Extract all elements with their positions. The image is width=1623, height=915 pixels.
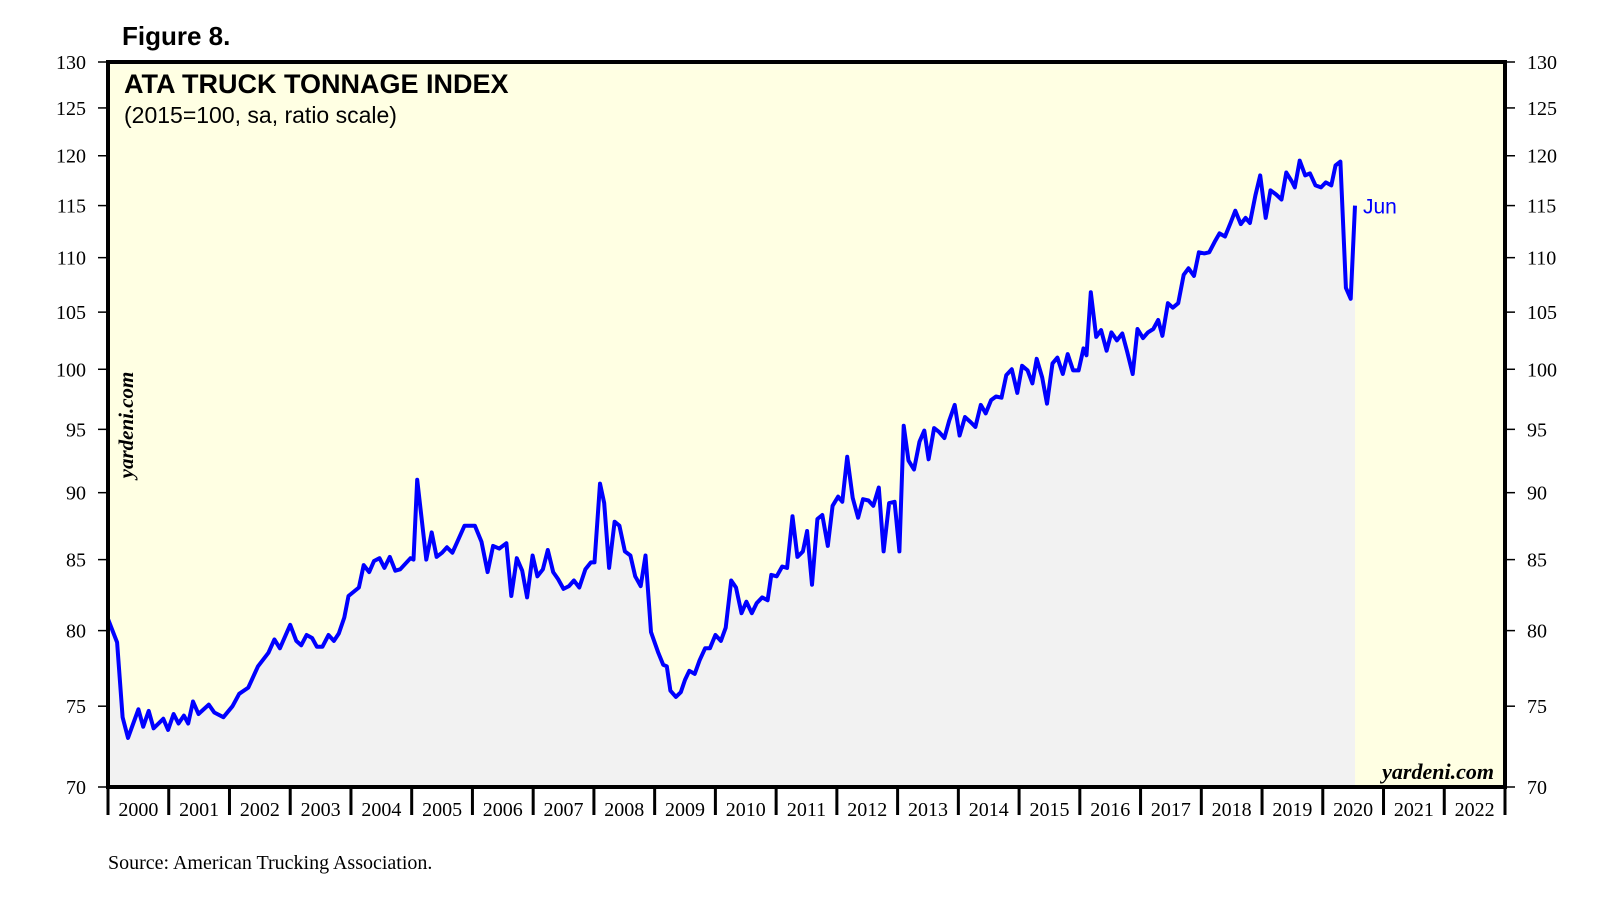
x-tick-label: 2003 [301, 799, 341, 821]
y-tick-label-right: 125 [1527, 98, 1557, 120]
y-tick-label-left: 90 [66, 483, 86, 505]
y-tick-label-left: 115 [57, 196, 86, 218]
x-tick-label: 2022 [1455, 799, 1495, 821]
x-tick-label: 2005 [422, 799, 462, 821]
x-tick-label: 2020 [1333, 799, 1373, 821]
y-tick-label-left: 130 [56, 52, 86, 74]
x-tick-label: 2000 [118, 799, 158, 821]
plot-frame [106, 60, 1507, 789]
y-tick-label-left: 95 [66, 419, 86, 441]
watermark-corner: yardeni.com [1379, 759, 1494, 784]
y-tick-label-left: 120 [56, 146, 86, 168]
x-tick-label: 2012 [847, 799, 887, 821]
x-tick-label: 2017 [1151, 799, 1191, 821]
x-axis: 2000 2001 2002 2003 2004 2005 2006 2007 2008 2009… [106, 787, 1507, 821]
chart-subtitle: (2015=100, sa, ratio scale) [124, 102, 397, 128]
x-tick-label: 2007 [544, 799, 584, 821]
x-tick-label: 2014 [969, 799, 1009, 821]
y-tick-label-left: 75 [66, 696, 86, 718]
y-tick-label-right: 110 [1527, 248, 1556, 270]
y-tick-label-right: 115 [1527, 196, 1556, 218]
x-tick-label: 2006 [483, 799, 523, 821]
last-point-label: Jun [1363, 196, 1397, 219]
y-tick-label-left: 105 [56, 302, 86, 324]
y-tick-label-right: 100 [1527, 359, 1557, 381]
figure-label: Figure 8. [122, 21, 230, 51]
y-tick-label-right: 130 [1527, 52, 1557, 74]
x-tick-label: 2011 [787, 799, 826, 821]
y-tick-label-right: 80 [1527, 621, 1547, 643]
y-tick-label-right: 85 [1527, 550, 1547, 572]
y-tick-label-right: 75 [1527, 696, 1547, 718]
source-note: Source: American Trucking Association. [108, 852, 432, 874]
x-tick-label: 2019 [1272, 799, 1312, 821]
y-tick-label-left: 110 [57, 248, 86, 270]
x-tick-label: 2010 [726, 799, 766, 821]
x-tick-label: 2021 [1394, 799, 1434, 821]
chart-title: ATA TRUCK TONNAGE INDEX [124, 69, 509, 99]
x-tick-label: 2004 [361, 799, 401, 821]
x-tick-label: 2013 [908, 799, 948, 821]
x-tick-label: 2016 [1090, 799, 1130, 821]
y-tick-label-right: 90 [1527, 483, 1547, 505]
x-tick-label: 2015 [1029, 799, 1069, 821]
x-tick-label: 2018 [1212, 799, 1252, 821]
y-tick-label-right: 105 [1527, 302, 1557, 324]
y-tick-label-left: 70 [66, 777, 86, 799]
y-tick-label-right: 70 [1527, 777, 1547, 799]
y-tick-label-left: 80 [66, 621, 86, 643]
y-tick-label-left: 100 [56, 359, 86, 381]
y-tick-label-left: 125 [56, 98, 86, 120]
x-tick-label: 2002 [240, 799, 280, 821]
series-line [106, 158, 1357, 740]
y-tick-label-right: 95 [1527, 419, 1547, 441]
x-tick-label: 2001 [179, 799, 219, 821]
x-tick-label: 2008 [604, 799, 644, 821]
y-axes: 70 70 75 75 80 80 85 85 90 90 95 95 100 100 105 105 110 1… [56, 52, 1557, 799]
x-tick-label: 2009 [665, 799, 705, 821]
y-tick-label-right: 120 [1527, 146, 1557, 168]
watermark-vertical: yardeni.com [114, 372, 138, 482]
y-tick-label-left: 85 [66, 550, 86, 572]
area-fill [108, 160, 1355, 788]
